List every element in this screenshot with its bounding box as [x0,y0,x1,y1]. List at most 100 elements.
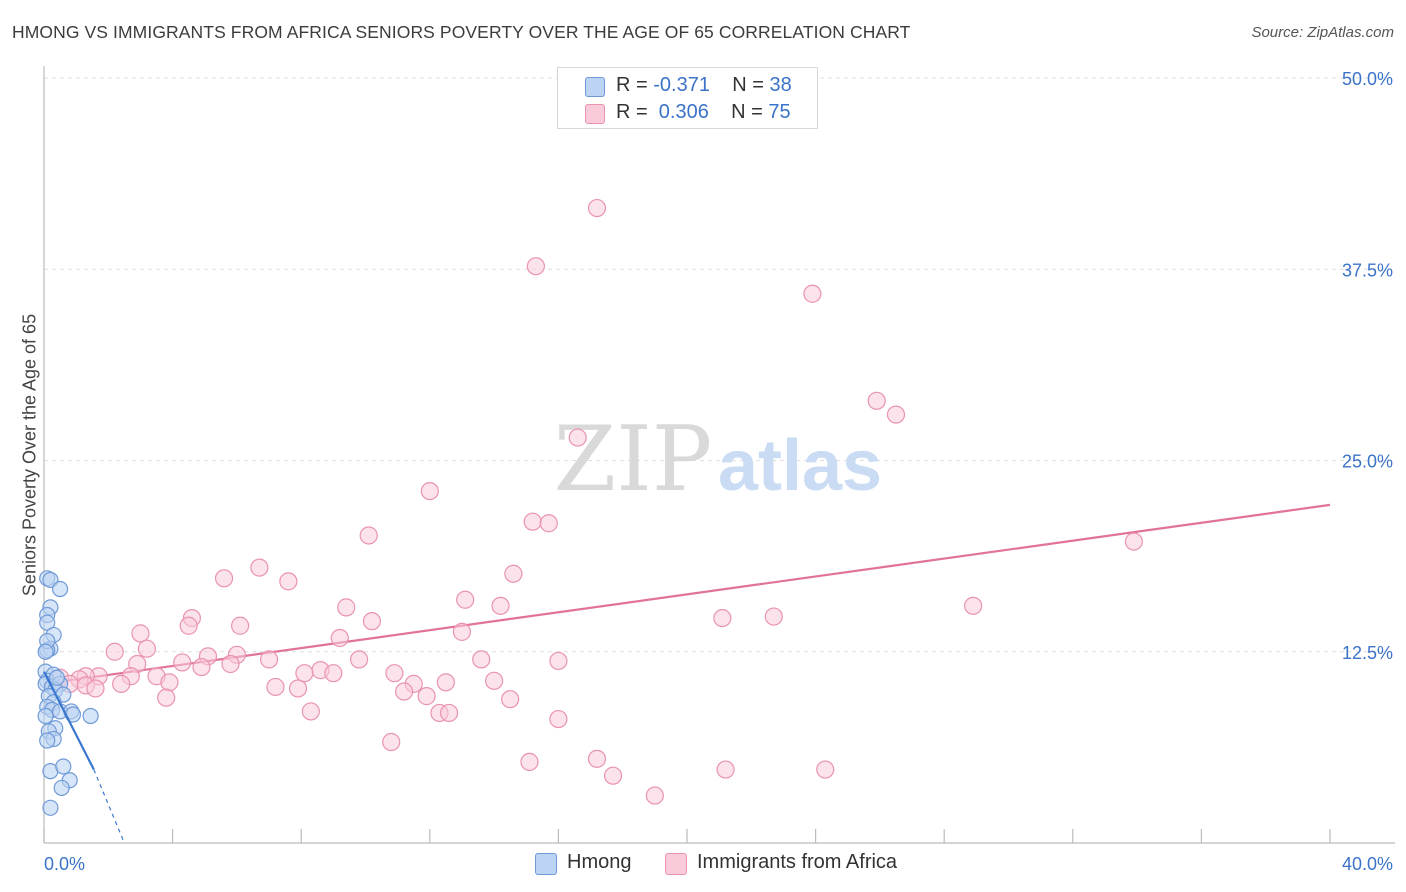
africa-point [279,572,298,591]
bottom-legend-swatch-hmong [535,853,557,875]
africa-point [472,650,491,669]
africa-point [501,690,520,709]
africa-point [157,688,176,707]
legend-r-label: R = [616,74,654,96]
hmong-point [39,732,56,749]
africa-point [436,673,455,692]
africa-point [539,514,558,533]
stats-legend: R = -0.371 N = 38 R = 0.306 N = 75 [557,67,818,129]
africa-trend [43,503,1331,685]
legend-r-label: R = [616,101,654,123]
tick-labels: 12.5% 25.0% 37.5% 50.0% 0.0% 40.0% [44,69,1393,874]
hmong-point [55,758,72,775]
africa-point [886,405,906,424]
legend-n-value-hmong: 38 [769,74,792,96]
africa-point [549,651,568,671]
africa-point [568,428,587,447]
africa-point [526,257,545,276]
africa-point [359,526,378,545]
y-tick-label: 12.5% [1342,643,1393,663]
hmong-point [48,669,65,686]
africa-point [301,702,320,721]
africa-point [250,558,269,577]
legend-n-value-africa: 75 [768,101,791,123]
legend-r-value-africa: 0.306 [653,101,709,123]
hmong-point [82,707,99,725]
africa-point [439,703,459,723]
hmong-point [51,580,69,598]
africa-point [713,608,732,628]
legend-swatch-hmong [585,77,605,97]
africa-point [382,732,401,752]
africa-trend-line [43,503,1331,685]
hmong-point [53,779,70,797]
africa-point [288,679,308,698]
africa-point [485,671,504,690]
y-axis-label: Seniors Poverty Over the Age of 65 [19,313,40,597]
africa-point [112,674,131,693]
africa-point [394,682,414,701]
africa-point [105,642,124,661]
legend-swatch-africa [585,104,605,124]
africa-point [259,650,279,669]
gridlines [44,77,1395,653]
africa-point [716,760,735,779]
africa-point [295,664,314,683]
chart-title: HMONG VS IMMIGRANTS FROM AFRICA SENIORS … [12,22,911,42]
hmong-trend-line [43,671,95,771]
africa-points [50,198,1143,805]
africa-point [192,657,211,677]
y-tick-label: 37.5% [1342,260,1393,280]
africa-point [587,749,607,768]
source-credit: Source: ZipAtlas.com [1251,24,1394,41]
africa-point [603,766,623,785]
africa-point [452,622,472,641]
africa-point [179,616,198,635]
africa-point [160,673,179,692]
africa-point [491,596,510,615]
africa-point [587,198,607,218]
africa-point [349,650,369,669]
africa-point [867,391,886,410]
africa-point [417,687,436,706]
legend-n-label: N = [731,101,769,123]
africa-point [337,598,356,617]
africa-point [86,679,105,698]
y-tick-label: 25.0% [1342,452,1393,472]
x-tick-label-min: 0.0% [44,854,85,874]
africa-point [803,284,822,303]
africa-point [816,760,835,779]
africa-point [131,624,150,643]
x-tick-label-max: 40.0% [1342,854,1393,874]
africa-point [764,607,783,626]
africa-point [173,653,192,672]
africa-point [549,709,568,729]
africa-point [324,664,343,683]
legend-r-value-hmong: -0.371 [653,74,710,96]
bottom-legend-label-hmong: Hmong [567,851,632,873]
watermark-zip: ZIP [554,407,713,512]
africa-point [214,569,234,588]
africa-point [645,786,664,805]
africa-point [520,752,539,772]
africa-point [1124,532,1143,551]
africa-point [362,612,382,631]
hmong-trend [43,671,125,844]
hmong-trend-extension [93,769,125,844]
africa-point [964,596,983,615]
africa-point [385,664,404,683]
bottom-legend-label-africa: Immigrants from Africa [697,851,898,873]
hmong-point [42,799,59,816]
africa-point [523,512,542,531]
hmong-point [37,707,54,725]
bottom-legend-swatch-africa [665,853,687,875]
africa-point [266,677,285,697]
legend-n-label: N = [732,74,770,96]
africa-point [231,616,250,635]
africa-point [137,639,156,658]
africa-point [221,654,240,674]
watermark-atlas: atlas [718,426,882,506]
africa-point [504,564,523,583]
africa-point [420,482,439,501]
